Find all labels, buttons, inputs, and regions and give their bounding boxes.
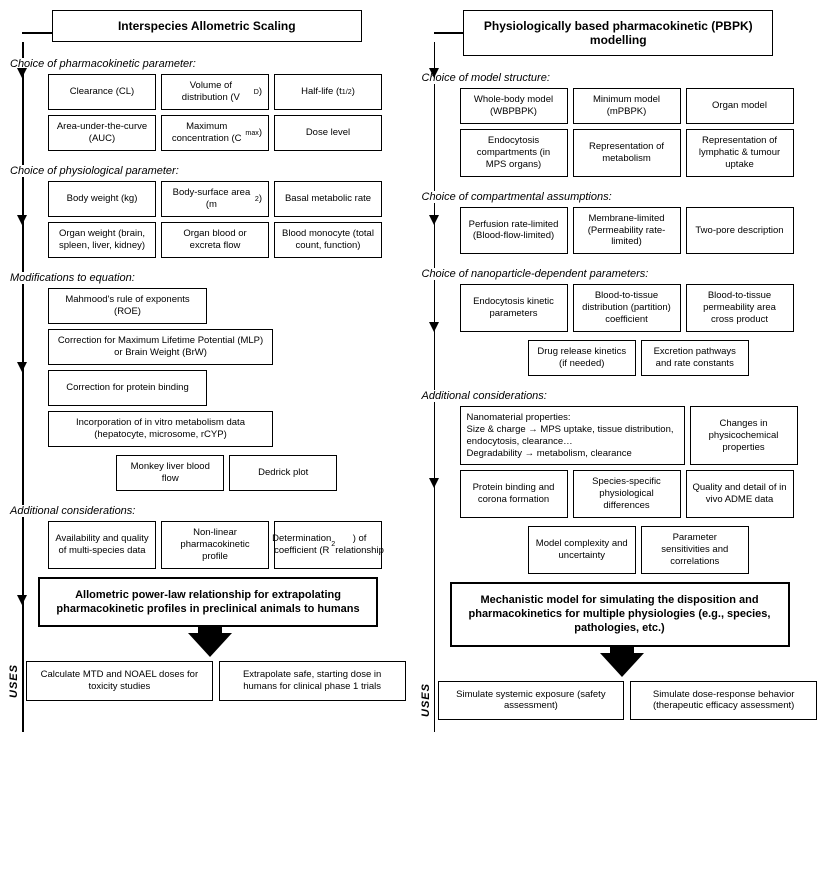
option-box: Parameter sensitivities and correlations — [641, 526, 749, 574]
option-box: Perfusion rate-limited (Blood-flow-limit… — [460, 207, 568, 255]
option-box: Blood-to-tissue distribution (partition)… — [573, 284, 681, 332]
uses-box: Calculate MTD and NOAEL doses for toxici… — [26, 661, 213, 701]
option-box: Mahmood's rule of exponents (ROE) — [48, 288, 207, 324]
flow-line — [22, 42, 24, 732]
right-output: Mechanistic model for simulating the dis… — [450, 582, 790, 647]
arrowhead-icon — [429, 478, 439, 488]
uses-box: Simulate systemic exposure (safety asses… — [438, 681, 625, 721]
arrowhead-icon — [17, 595, 27, 605]
arrowhead-icon — [429, 322, 439, 332]
option-box: Quality and detail of in vivo ADME data — [686, 470, 794, 518]
left-column: Interspecies Allometric Scaling Choice o… — [8, 10, 406, 720]
left-title: Interspecies Allometric Scaling — [52, 10, 362, 42]
option-box: Body weight (kg) — [48, 181, 156, 217]
option-box: Organ weight (brain, spleen, liver, kidn… — [48, 222, 156, 258]
left-uses: USES Calculate MTD and NOAEL doses for t… — [8, 661, 406, 701]
option-box: Half-life (t1/2) — [274, 74, 382, 110]
arrowhead-icon — [429, 215, 439, 225]
uses-label: USES — [8, 664, 20, 698]
option-box: Representation of lymphatic & tumour upt… — [686, 129, 794, 177]
option-box: Representation of metabolism — [573, 129, 681, 177]
diagram-root: Interspecies Allometric Scaling Choice o… — [8, 10, 817, 720]
right-title: Physiologically based pharmacokinetic (P… — [463, 10, 773, 56]
option-box: Dedrick plot — [229, 455, 337, 491]
option-box: Incorporation of in vitro metabolism dat… — [48, 411, 273, 447]
option-box: Protein binding and corona formation — [460, 470, 568, 518]
arrowhead-icon — [17, 215, 27, 225]
section-label: Additional considerations: — [8, 505, 135, 517]
option-box: Changes in physicochemical properties — [690, 406, 798, 466]
option-box: Blood monocyte (total count, function) — [274, 222, 382, 258]
option-box: Availability and quality of multi-specie… — [48, 521, 156, 569]
option-box: Area-under-the-curve (AUC) — [48, 115, 156, 151]
option-box: Organ blood or excreta flow — [161, 222, 269, 258]
section-label: Modifications to equation: — [8, 272, 135, 284]
uses-box: Extrapolate safe, starting dose in human… — [219, 661, 406, 701]
option-box: Volume of distribution (VD) — [161, 74, 269, 110]
option-box: Basal metabolic rate — [274, 181, 382, 217]
section-label: Additional considerations: — [420, 390, 547, 402]
right-column: Physiologically based pharmacokinetic (P… — [420, 10, 818, 720]
option-box: Two-pore description — [686, 207, 794, 255]
section-label: Choice of nanoparticle-dependent paramet… — [420, 268, 649, 280]
section-label: Choice of pharmacokinetic parameter: — [8, 58, 196, 70]
arrowhead-icon — [17, 362, 27, 372]
option-box: Dose level — [274, 115, 382, 151]
big-arrow-icon — [188, 633, 232, 657]
arrowhead-icon — [17, 68, 27, 78]
big-arrow-icon — [600, 653, 644, 677]
option-box: Body-surface area (m2) — [161, 181, 269, 217]
option-box: Membrane-limited (Permeability rate-limi… — [573, 207, 681, 255]
option-box: Blood-to-tissue permeability area cross … — [686, 284, 794, 332]
option-box: Clearance (CL) — [48, 74, 156, 110]
uses-label: USES — [420, 683, 432, 717]
option-box: Endocytosis kinetic parameters — [460, 284, 568, 332]
section-label: Choice of physiological parameter: — [8, 165, 179, 177]
uses-box: Simulate dose-response behavior (therape… — [630, 681, 817, 721]
section-label: Choice of model structure: — [420, 72, 550, 84]
option-box: Correction for protein binding — [48, 370, 207, 406]
option-box: Monkey liver blood flow — [116, 455, 224, 491]
flow-line — [434, 42, 436, 732]
option-box: Non-linear pharmacokinetic profile — [161, 521, 269, 569]
option-box: Determination coefficient (R2) of relati… — [274, 521, 382, 569]
option-box: Organ model — [686, 88, 794, 124]
option-box: Drug release kinetics (if needed) — [528, 340, 636, 376]
section-label: Choice of compartmental assumptions: — [420, 191, 612, 203]
option-box: Whole-body model (WBPBPK) — [460, 88, 568, 124]
option-box: Excretion pathways and rate constants — [641, 340, 749, 376]
option-box: Correction for Maximum Lifetime Potentia… — [48, 329, 273, 365]
option-box: Minimum model (mPBPK) — [573, 88, 681, 124]
option-box: Nanomaterial properties:Size & charge → … — [460, 406, 685, 466]
option-box: Maximum concentration (Cmax) — [161, 115, 269, 151]
left-output: Allometric power-law relationship for ex… — [38, 577, 378, 628]
option-box: Endocytosis compartments (in MPS organs) — [460, 129, 568, 177]
right-uses: USES Simulate systemic exposure (safety … — [420, 681, 818, 721]
arrowhead-icon — [429, 68, 439, 78]
option-box: Model complexity and uncertainty — [528, 526, 636, 574]
option-box: Species-specific physiological differenc… — [573, 470, 681, 518]
